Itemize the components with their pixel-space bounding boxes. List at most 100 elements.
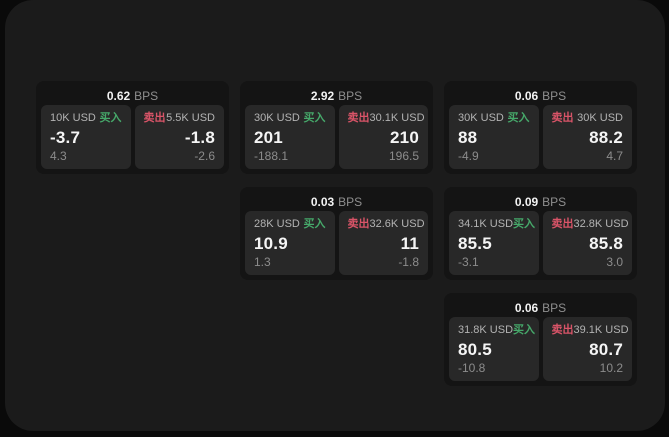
quote-panels: 10K USD 买入 -3.7 4.3 卖出 5.5K USD -1.8 -2.… [41, 105, 224, 169]
buy-tag: 买入 [99, 112, 122, 124]
buy-delta: 4.3 [50, 149, 67, 163]
buy-tag: 买入 [507, 112, 530, 124]
buy-price: 85.5 [458, 234, 492, 253]
sell-size-label: 30K USD [577, 112, 623, 124]
sell-price: 11 [400, 234, 419, 253]
bps-value: 0.06 [514, 88, 539, 103]
sell-size-label: 5.5K USD [166, 112, 215, 124]
bps-header: 0.62 BPS [41, 86, 224, 105]
buy-panel[interactable]: 10K USD 买入 -3.7 4.3 [41, 105, 131, 169]
bps-header: 0.03 BPS [245, 192, 428, 211]
quote-board-page: 0.62 BPS 10K USD 买入 -3.7 4.3 卖出 5.5K USD… [5, 0, 665, 431]
buy-tag: 买入 [513, 218, 536, 230]
sell-size-label: 32.8K USD [573, 218, 629, 230]
buy-delta: 1.3 [254, 255, 271, 269]
buy-panel[interactable]: 34.1K USD 买入 85.5 -3.1 [449, 211, 539, 275]
buy-panel[interactable]: 28K USD 买入 10.9 1.3 [245, 211, 335, 275]
buy-size-label: 28K USD [254, 218, 300, 230]
sell-tag: 卖出 [551, 324, 574, 336]
buy-size-label: 30K USD [254, 112, 300, 124]
sell-panel[interactable]: 卖出 30K USD 88.2 4.7 [542, 105, 632, 169]
sell-panel[interactable]: 卖出 32.8K USD 85.8 3.0 [542, 211, 632, 275]
sell-delta: -2.6 [194, 149, 215, 163]
sell-panel-top: 卖出 30K USD [552, 112, 624, 125]
buy-panel-top: 31.8K USD 买入 [458, 324, 535, 337]
buy-delta: -10.8 [458, 361, 486, 375]
bps-header: 2.92 BPS [245, 86, 428, 105]
quote-panels: 30K USD 买入 201 -188.1 卖出 30.1K USD 210 1… [245, 105, 428, 169]
bps-value: 0.06 [514, 300, 539, 315]
buy-panel[interactable]: 30K USD 买入 88 -4.9 [449, 105, 539, 169]
buy-price: 80.5 [458, 340, 492, 359]
sell-delta: 4.7 [606, 149, 623, 163]
buy-panel-top: 30K USD 买入 [254, 112, 326, 125]
sell-tag: 卖出 [551, 218, 574, 230]
buy-size-label: 31.8K USD [458, 324, 514, 336]
buy-size-label: 30K USD [458, 112, 504, 124]
quote-card: 0.62 BPS 10K USD 买入 -3.7 4.3 卖出 5.5K USD… [36, 81, 229, 174]
sell-price: -1.8 [184, 128, 215, 147]
bps-header: 0.09 BPS [449, 192, 632, 211]
buy-panel-top: 30K USD 买入 [458, 112, 530, 125]
bps-suffix-label: BPS [542, 194, 567, 209]
sell-delta: 10.2 [599, 361, 623, 375]
buy-delta: -3.1 [458, 255, 479, 269]
sell-panel-top: 卖出 30.1K USD [347, 112, 425, 125]
sell-size-label: 30.1K USD [369, 112, 425, 124]
buy-panel-top: 34.1K USD 买入 [458, 218, 535, 231]
sell-price: 210 [390, 128, 419, 147]
quote-card: 0.06 BPS 30K USD 买入 88 -4.9 卖出 30K USD 8… [444, 81, 637, 174]
bps-header: 0.06 BPS [449, 86, 632, 105]
sell-price: 85.8 [589, 234, 623, 253]
sell-panel-top: 卖出 32.6K USD [347, 218, 425, 231]
sell-panel[interactable]: 卖出 32.6K USD 11 -1.8 [338, 211, 428, 275]
buy-size-label: 10K USD [50, 112, 96, 124]
sell-panel[interactable]: 卖出 39.1K USD 80.7 10.2 [542, 317, 632, 381]
sell-size-label: 32.6K USD [369, 218, 425, 230]
quote-card: 0.06 BPS 31.8K USD 买入 80.5 -10.8 卖出 39.1… [444, 293, 637, 386]
sell-price: 80.7 [589, 340, 623, 359]
bps-value: 0.03 [310, 194, 335, 209]
bps-suffix-label: BPS [542, 300, 567, 315]
bps-value: 0.09 [514, 194, 539, 209]
sell-panel[interactable]: 卖出 30.1K USD 210 196.5 [338, 105, 428, 169]
buy-tag: 买入 [513, 324, 536, 336]
sell-tag: 卖出 [347, 218, 370, 230]
quote-panels: 30K USD 买入 88 -4.9 卖出 30K USD 88.2 4.7 [449, 105, 632, 169]
buy-price: 10.9 [254, 234, 288, 253]
buy-delta: -4.9 [458, 149, 479, 163]
bps-suffix-label: BPS [134, 88, 159, 103]
quote-panels: 31.8K USD 买入 80.5 -10.8 卖出 39.1K USD 80.… [449, 317, 632, 381]
buy-panel[interactable]: 30K USD 买入 201 -188.1 [245, 105, 335, 169]
sell-panel[interactable]: 卖出 5.5K USD -1.8 -2.6 [134, 105, 224, 169]
sell-panel-top: 卖出 32.8K USD [551, 218, 629, 231]
quote-card: 0.09 BPS 34.1K USD 买入 85.5 -3.1 卖出 32.8K… [444, 187, 637, 280]
buy-price: -3.7 [50, 128, 81, 147]
buy-panel-top: 28K USD 买入 [254, 218, 326, 231]
buy-size-label: 34.1K USD [458, 218, 514, 230]
sell-delta: -1.8 [398, 255, 419, 269]
bps-value: 2.92 [310, 88, 335, 103]
bps-suffix-label: BPS [338, 194, 363, 209]
sell-tag: 卖出 [143, 112, 166, 124]
buy-delta: -188.1 [254, 149, 289, 163]
bps-value: 0.62 [106, 88, 131, 103]
sell-panel-top: 卖出 39.1K USD [551, 324, 629, 337]
quote-panels: 28K USD 买入 10.9 1.3 卖出 32.6K USD 11 -1.8 [245, 211, 428, 275]
buy-price: 201 [254, 128, 283, 147]
quote-panels: 34.1K USD 买入 85.5 -3.1 卖出 32.8K USD 85.8… [449, 211, 632, 275]
buy-tag: 买入 [303, 218, 326, 230]
quote-card: 2.92 BPS 30K USD 买入 201 -188.1 卖出 30.1K … [240, 81, 433, 174]
sell-panel-top: 卖出 5.5K USD [144, 112, 216, 125]
buy-panel-top: 10K USD 买入 [50, 112, 122, 125]
bps-suffix-label: BPS [542, 88, 567, 103]
buy-panel[interactable]: 31.8K USD 买入 80.5 -10.8 [449, 317, 539, 381]
sell-tag: 卖出 [347, 112, 370, 124]
sell-tag: 卖出 [551, 112, 574, 124]
sell-delta: 3.0 [606, 255, 623, 269]
bps-header: 0.06 BPS [449, 298, 632, 317]
sell-price: 88.2 [589, 128, 623, 147]
bps-suffix-label: BPS [338, 88, 363, 103]
quote-card: 0.03 BPS 28K USD 买入 10.9 1.3 卖出 32.6K US… [240, 187, 433, 280]
buy-price: 88 [458, 128, 478, 147]
